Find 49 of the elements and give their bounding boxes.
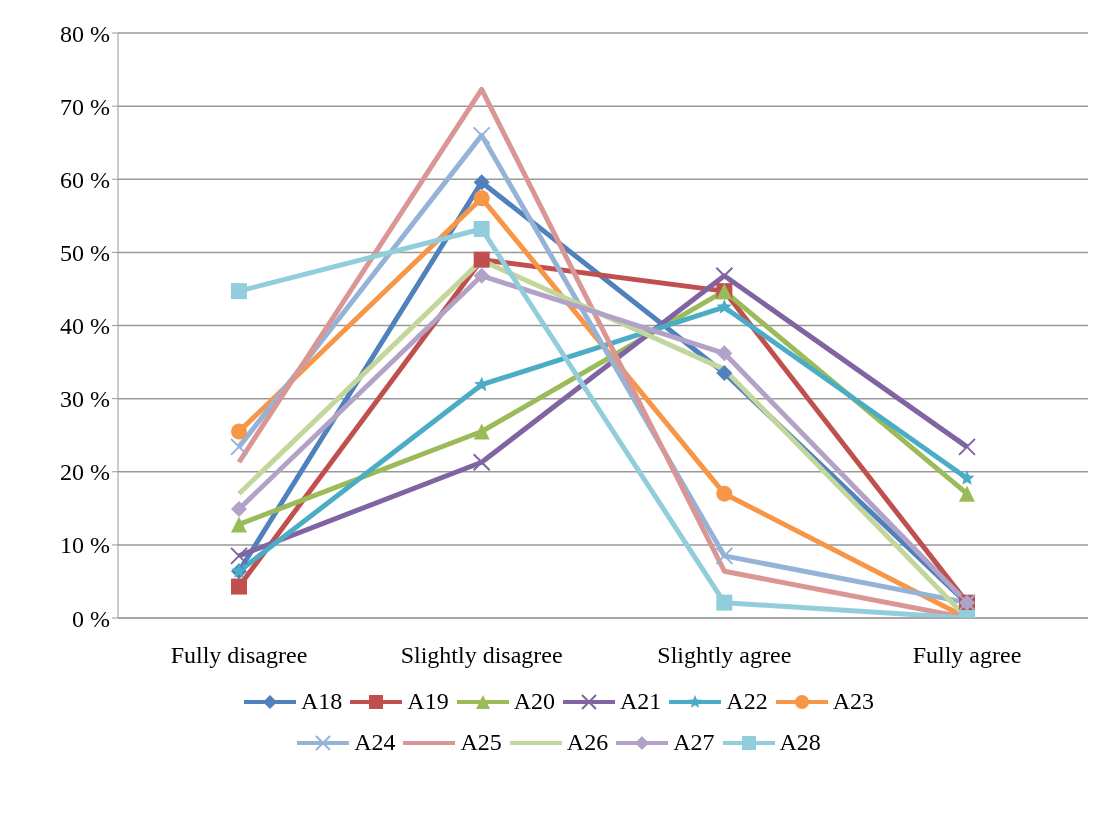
- point: [716, 365, 733, 382]
- point: [473, 190, 490, 207]
- y-tick-label: 70 %: [60, 93, 110, 120]
- point: [716, 299, 732, 314]
- point: [473, 267, 490, 284]
- legend-label: A26: [566, 729, 609, 756]
- point: [472, 126, 491, 145]
- legend-label: A24: [354, 729, 396, 756]
- point: [473, 220, 490, 237]
- legend-label: A21: [620, 688, 662, 715]
- y-tick-label: 40 %: [60, 313, 110, 340]
- point: [958, 437, 976, 456]
- y-tick-label: 60 %: [60, 166, 110, 193]
- y-tick-label: 80 %: [60, 20, 110, 47]
- legend-label: A18: [300, 688, 343, 715]
- legend-label: A23: [832, 688, 875, 715]
- legend-label: A28: [779, 729, 821, 756]
- point: [473, 174, 490, 191]
- legend-label: A22: [726, 688, 768, 715]
- y-tick-label: 10 %: [60, 532, 110, 559]
- x-tick-label: Fully agree: [912, 642, 1022, 669]
- point: [231, 501, 247, 518]
- y-tick-label: 20 %: [60, 459, 110, 486]
- legend-label: A27: [673, 729, 715, 756]
- point: [231, 516, 247, 533]
- x-tick-label: Slightly disagree: [400, 642, 563, 669]
- point: [231, 578, 247, 595]
- point: [473, 251, 490, 268]
- point: [473, 423, 490, 440]
- legend-label: A19: [407, 688, 449, 715]
- point: [716, 345, 733, 362]
- point: [959, 485, 975, 502]
- legend-label: A20: [513, 688, 555, 715]
- x-tick-label: Slightly agree: [657, 642, 792, 669]
- legend-label: A25: [460, 729, 502, 756]
- point: [231, 423, 247, 440]
- x-tick-label: Fully disagree: [170, 642, 308, 669]
- point: [716, 485, 733, 502]
- y-tick-label: 30 %: [60, 386, 110, 413]
- y-tick-label: 0 %: [72, 605, 110, 632]
- point: [715, 266, 734, 285]
- point: [230, 546, 248, 565]
- point: [230, 437, 248, 456]
- point: [716, 594, 733, 611]
- point: [231, 283, 247, 300]
- point: [715, 546, 734, 565]
- point: [472, 453, 491, 472]
- point: [959, 470, 975, 485]
- y-tick-label: 50 %: [60, 239, 110, 266]
